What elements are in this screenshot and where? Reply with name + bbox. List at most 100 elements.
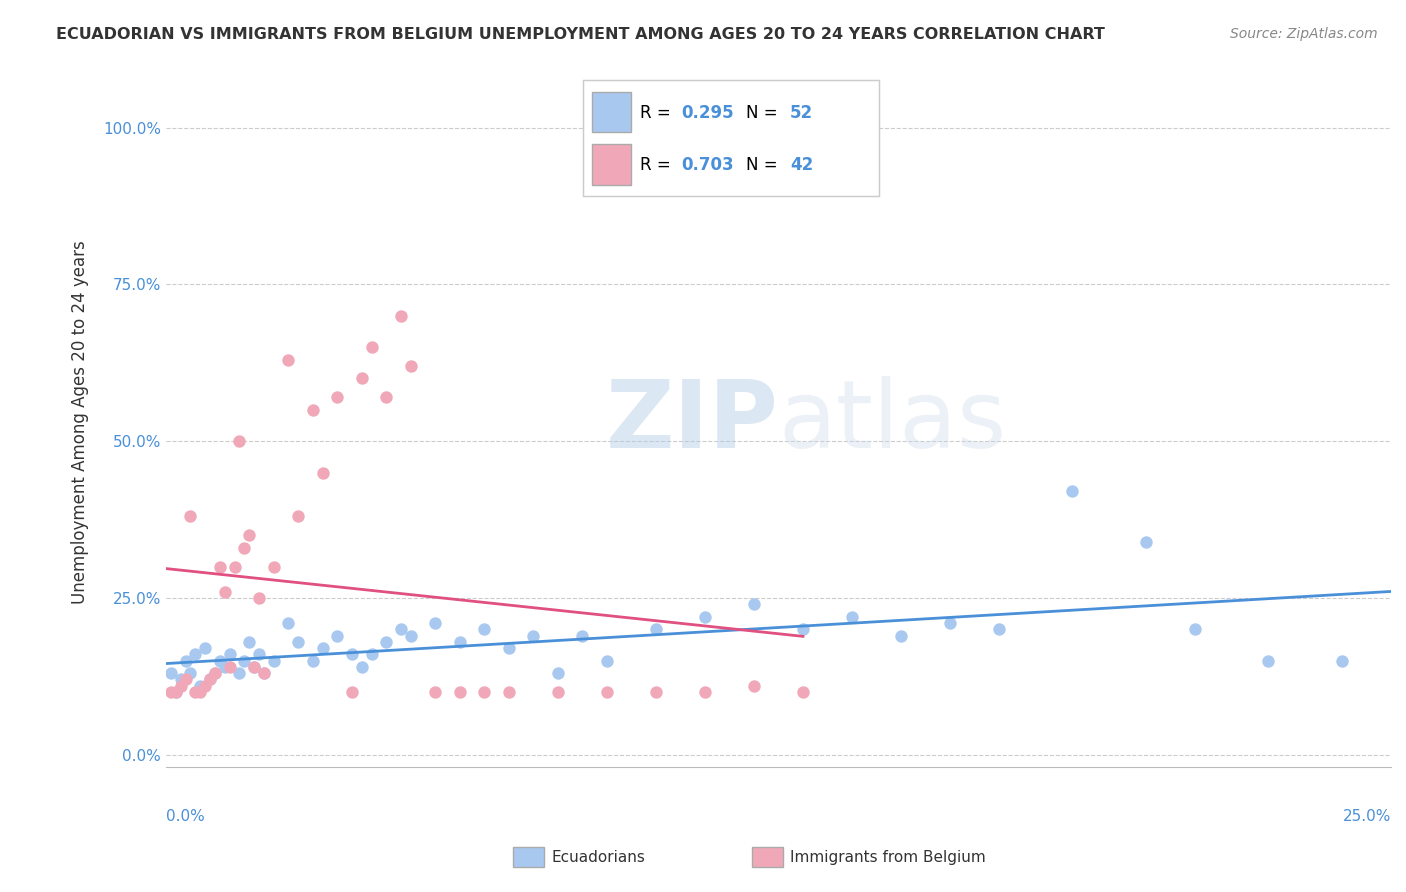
Point xyxy=(792,685,814,699)
Point xyxy=(360,648,382,662)
Point xyxy=(425,685,447,699)
Point xyxy=(522,629,544,643)
Point xyxy=(224,559,246,574)
Point xyxy=(243,660,266,674)
Point xyxy=(474,685,496,699)
Point xyxy=(399,629,422,643)
Point xyxy=(247,648,270,662)
Bar xyxy=(592,92,631,132)
Point xyxy=(243,660,266,674)
Point xyxy=(645,685,668,699)
Text: N =: N = xyxy=(747,156,783,174)
Text: atlas: atlas xyxy=(779,376,1007,468)
Point xyxy=(160,685,183,699)
Point xyxy=(1257,654,1279,668)
Text: 25.0%: 25.0% xyxy=(1343,809,1391,823)
Point xyxy=(160,666,183,681)
Point xyxy=(214,584,236,599)
Point xyxy=(233,654,256,668)
Point xyxy=(326,629,349,643)
Text: 42: 42 xyxy=(790,156,814,174)
Y-axis label: Unemployment Among Ages 20 to 24 years: Unemployment Among Ages 20 to 24 years xyxy=(72,241,89,604)
Point xyxy=(645,622,668,636)
Text: ZIP: ZIP xyxy=(606,376,779,468)
Point xyxy=(277,352,299,367)
Point xyxy=(184,648,207,662)
Point xyxy=(302,654,325,668)
Point xyxy=(287,509,309,524)
Text: 0.0%: 0.0% xyxy=(166,809,205,823)
Point xyxy=(340,648,363,662)
Point xyxy=(184,685,207,699)
Point xyxy=(596,654,619,668)
Point xyxy=(204,666,226,681)
Point xyxy=(247,591,270,605)
Point xyxy=(204,666,226,681)
Point xyxy=(742,679,765,693)
Point xyxy=(208,559,231,574)
Point xyxy=(263,559,285,574)
Text: R =: R = xyxy=(640,103,676,121)
Text: 52: 52 xyxy=(790,103,813,121)
Point xyxy=(263,654,285,668)
Point xyxy=(547,685,569,699)
Point xyxy=(302,402,325,417)
Point xyxy=(1135,534,1157,549)
Point xyxy=(198,673,221,687)
Text: Immigrants from Belgium: Immigrants from Belgium xyxy=(790,850,986,864)
Point xyxy=(174,673,197,687)
Bar xyxy=(592,144,631,185)
Point xyxy=(596,685,619,699)
Point xyxy=(208,654,231,668)
Point xyxy=(1330,654,1353,668)
Point xyxy=(165,685,187,699)
Point xyxy=(188,679,211,693)
Text: R =: R = xyxy=(640,156,676,174)
Point xyxy=(890,629,912,643)
Point xyxy=(988,622,1011,636)
Point xyxy=(312,641,335,656)
Point xyxy=(253,666,276,681)
Text: N =: N = xyxy=(747,103,783,121)
Point xyxy=(792,622,814,636)
Point xyxy=(389,622,412,636)
Point xyxy=(571,629,593,643)
Point xyxy=(228,434,250,449)
Point xyxy=(350,660,373,674)
Point xyxy=(238,635,260,649)
Point xyxy=(375,635,398,649)
Point xyxy=(375,390,398,404)
Point xyxy=(547,666,569,681)
Point xyxy=(170,673,193,687)
Point xyxy=(179,509,201,524)
Point xyxy=(194,679,217,693)
Point xyxy=(1184,622,1206,636)
Point xyxy=(228,666,250,681)
Point xyxy=(474,622,496,636)
Point xyxy=(165,685,187,699)
Point xyxy=(693,685,716,699)
Point xyxy=(841,609,863,624)
Point xyxy=(174,654,197,668)
Point xyxy=(498,641,520,656)
Point xyxy=(277,615,299,630)
Point xyxy=(312,466,335,480)
Point xyxy=(253,666,276,681)
Point xyxy=(340,685,363,699)
Point xyxy=(233,541,256,555)
Text: 0.703: 0.703 xyxy=(681,156,734,174)
Point xyxy=(287,635,309,649)
Text: Source: ZipAtlas.com: Source: ZipAtlas.com xyxy=(1230,27,1378,41)
Point xyxy=(693,609,716,624)
Point xyxy=(498,685,520,699)
Point xyxy=(939,615,962,630)
Point xyxy=(742,597,765,611)
Point xyxy=(179,666,201,681)
Point xyxy=(218,660,240,674)
Point xyxy=(198,673,221,687)
Text: ECUADORIAN VS IMMIGRANTS FROM BELGIUM UNEMPLOYMENT AMONG AGES 20 TO 24 YEARS COR: ECUADORIAN VS IMMIGRANTS FROM BELGIUM UN… xyxy=(56,27,1105,42)
Point xyxy=(1062,484,1084,499)
Point xyxy=(425,615,447,630)
Point xyxy=(360,340,382,354)
Point xyxy=(449,635,471,649)
